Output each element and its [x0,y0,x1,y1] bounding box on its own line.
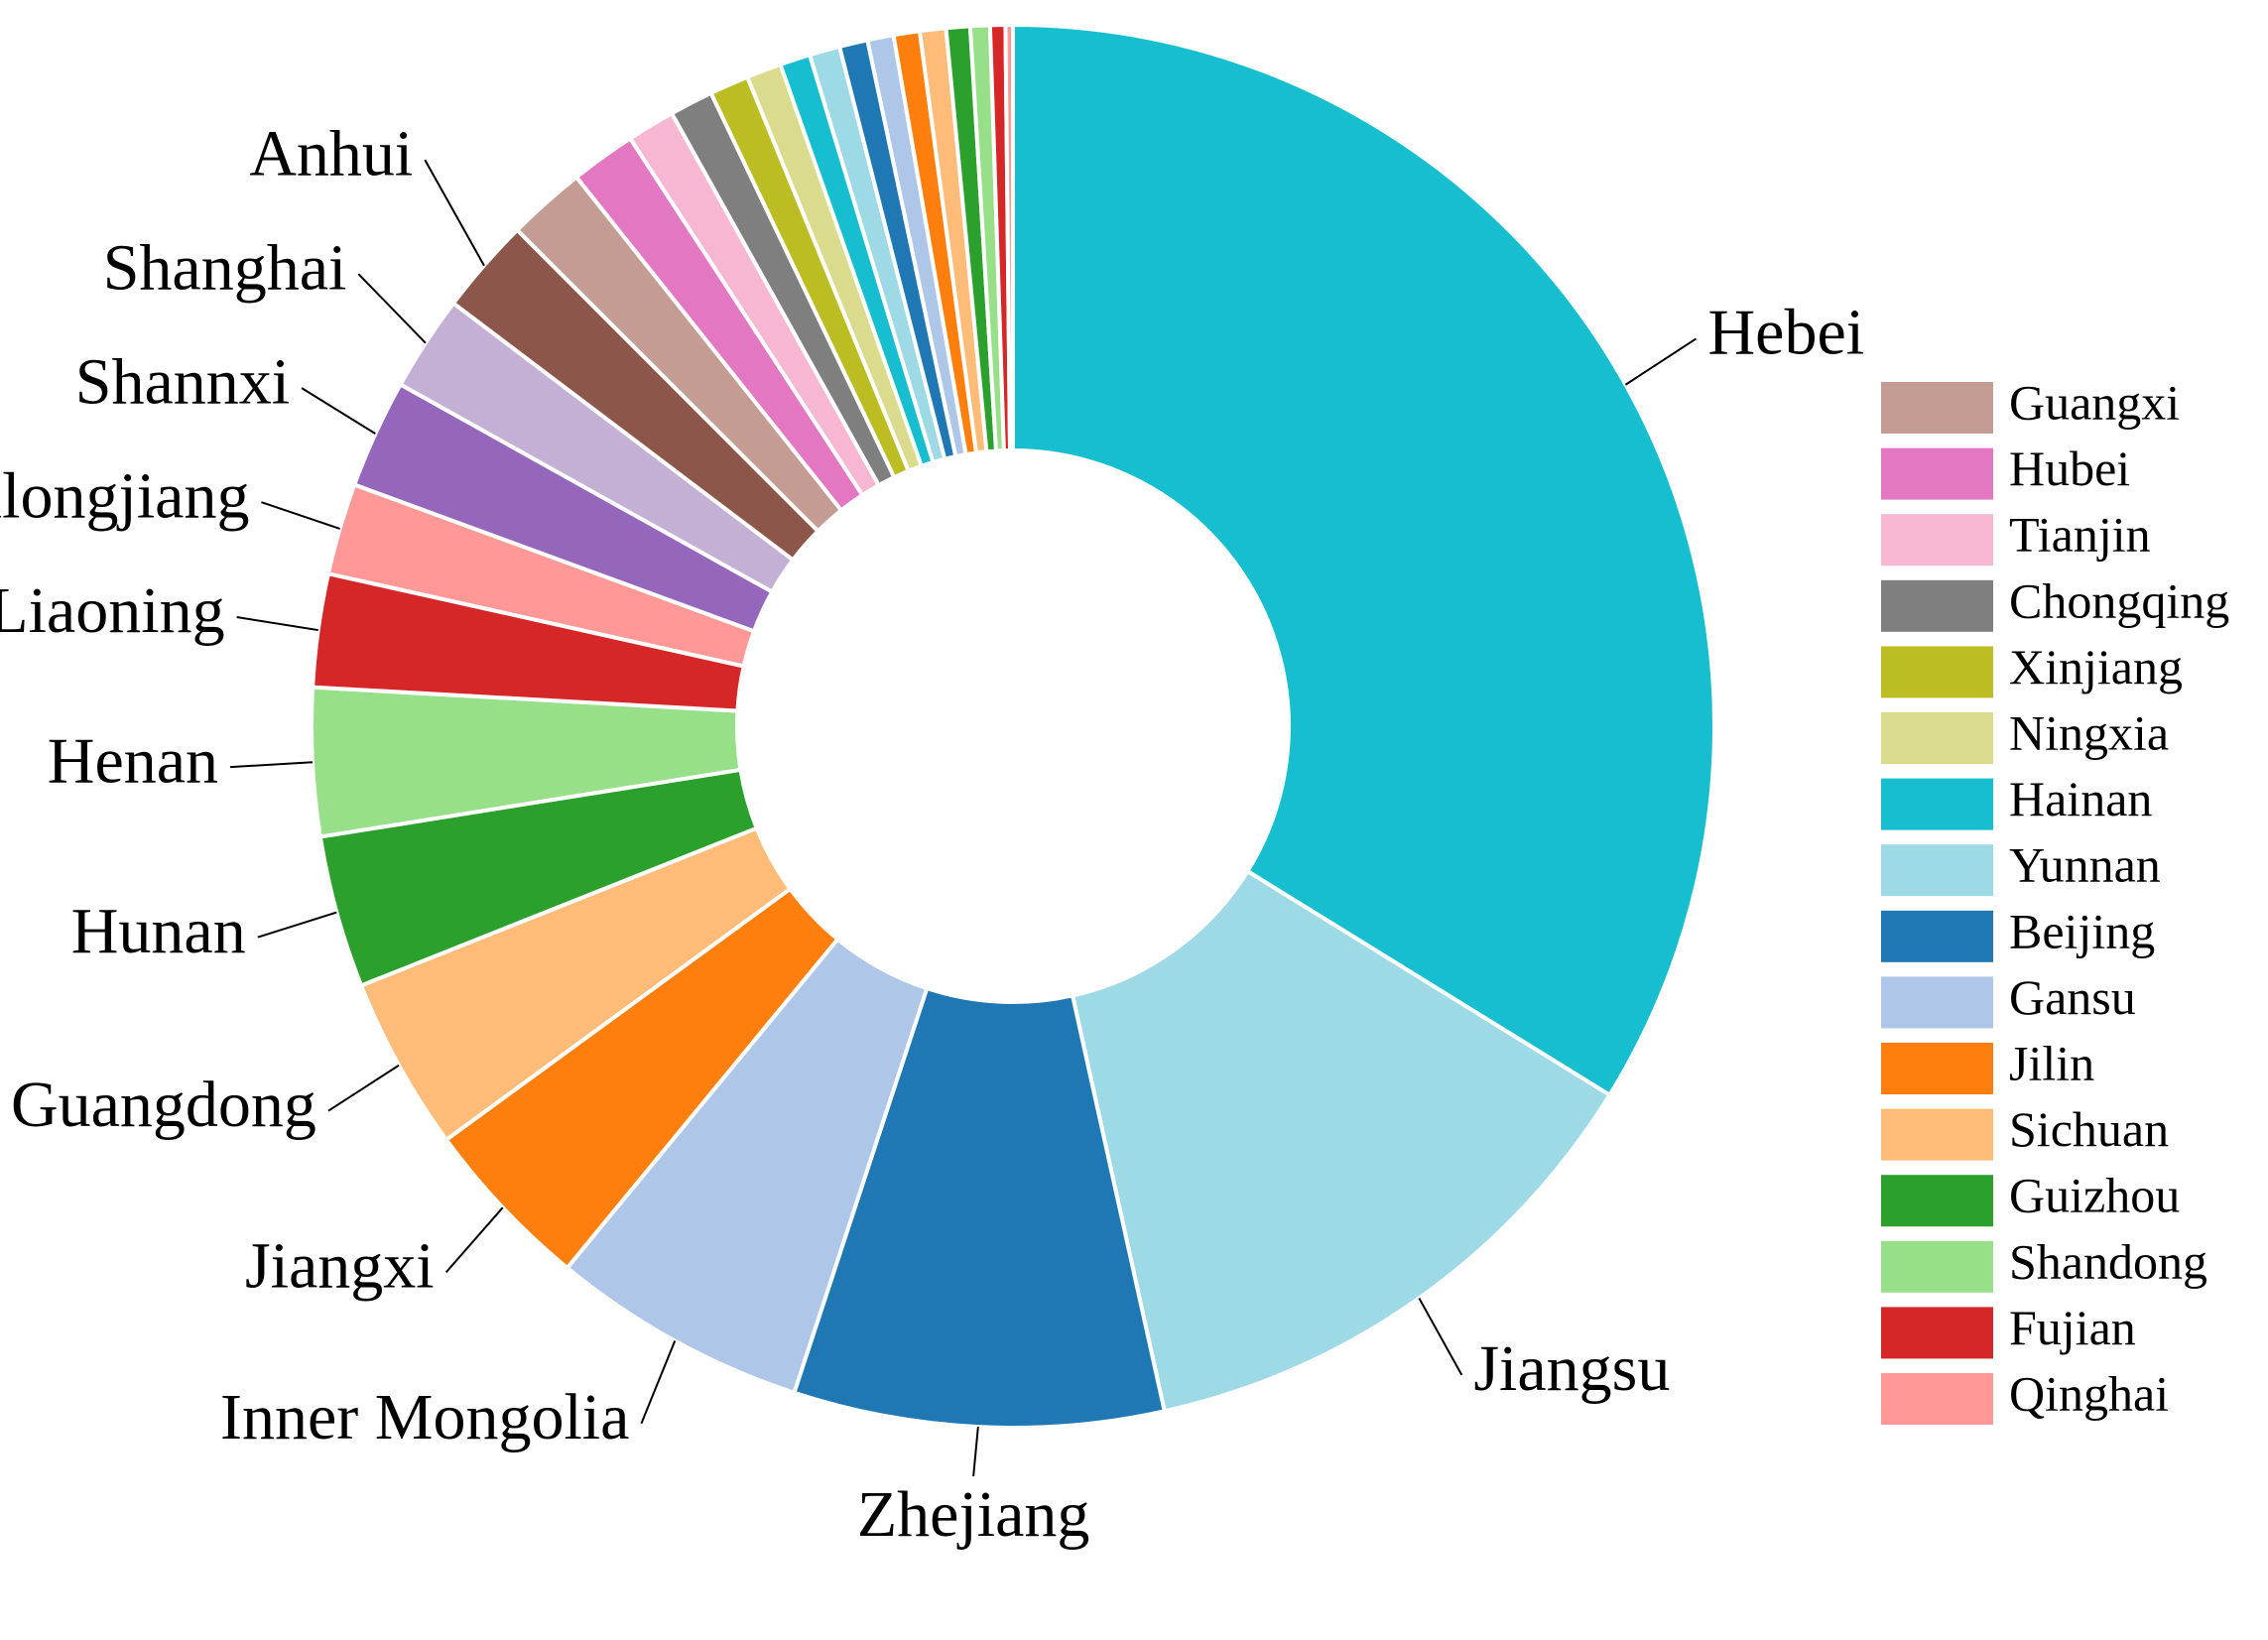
leader-line [640,1340,677,1425]
legend-label: Sichuan [2009,1101,2169,1157]
legend-label: Jilin [2009,1035,2094,1090]
legend-swatch [1881,844,1993,897]
legend-label: Chongqing [2009,572,2229,628]
legend-swatch [1881,382,1993,434]
leader-line [444,1206,504,1274]
slice-label: Liaoning [0,574,225,647]
slice-label: Jiangsu [1473,1332,1670,1405]
slice-label: Hunan [71,895,246,967]
slice-label: Heilongjiang [0,459,249,532]
leader-line [357,273,427,344]
leader-line [261,501,340,530]
legend-label: Yunnan [2009,837,2161,893]
slice-label: Henan [48,724,218,797]
slice-label: Jiangxi [245,1229,435,1302]
legend-label: Shandong [2009,1233,2207,1289]
leader-line [301,387,376,435]
legend-label: Qinghai [2009,1365,2169,1421]
legend-label: Hainan [2009,771,2152,826]
legend-label: Guizhou [2009,1168,2180,1223]
leader-line [257,911,337,939]
legend-label: Gansu [2009,969,2136,1025]
slice [1070,868,1613,1414]
legend-label: Guangxi [2009,374,2180,430]
legend-label: Ningxia [2009,704,2169,760]
legend-label: Hubei [2009,441,2130,496]
legend-swatch [1881,712,1993,764]
slice-label: Zhejiang [857,1478,1090,1551]
legend-swatch [1881,447,1993,500]
legend-label: Fujian [2009,1300,2136,1355]
legend-label: Beijing [2009,903,2155,958]
leader-line [1418,1297,1463,1376]
legend-swatch [1881,514,1993,567]
legend-swatch [1881,1043,1993,1094]
slice-label: Shannxi [75,345,290,418]
legend-swatch [1881,646,1993,698]
legend-swatch [1881,910,1993,962]
leader-line [229,761,313,769]
leader-line [1624,337,1698,386]
legend-swatch [1881,1373,1993,1425]
legend-swatch [1881,1175,1993,1227]
slice-label: Guangdong [11,1069,316,1141]
legend-swatch [1881,1307,1993,1359]
slice-label: Anhui [249,117,413,189]
slice-label: Hebei [1707,297,1864,369]
legend-swatch [1881,1108,1993,1161]
slice [1003,22,1015,453]
slice [791,985,1168,1430]
legend-swatch [1881,778,1993,830]
slice-label: Shanghai [103,231,347,304]
legend-swatch [1881,579,1993,632]
leader-line [972,1427,979,1477]
leader-line [236,616,318,632]
legend-label: Xinjiang [2009,639,2183,694]
leader-line [424,159,485,267]
legend-swatch [1881,1240,1993,1293]
legend-label: Tianjin [2009,507,2151,563]
leader-line [327,1064,400,1112]
slice [1011,22,1716,1098]
slice-label: Inner Mongolia [220,1381,629,1453]
legend-swatch [1881,976,1993,1029]
